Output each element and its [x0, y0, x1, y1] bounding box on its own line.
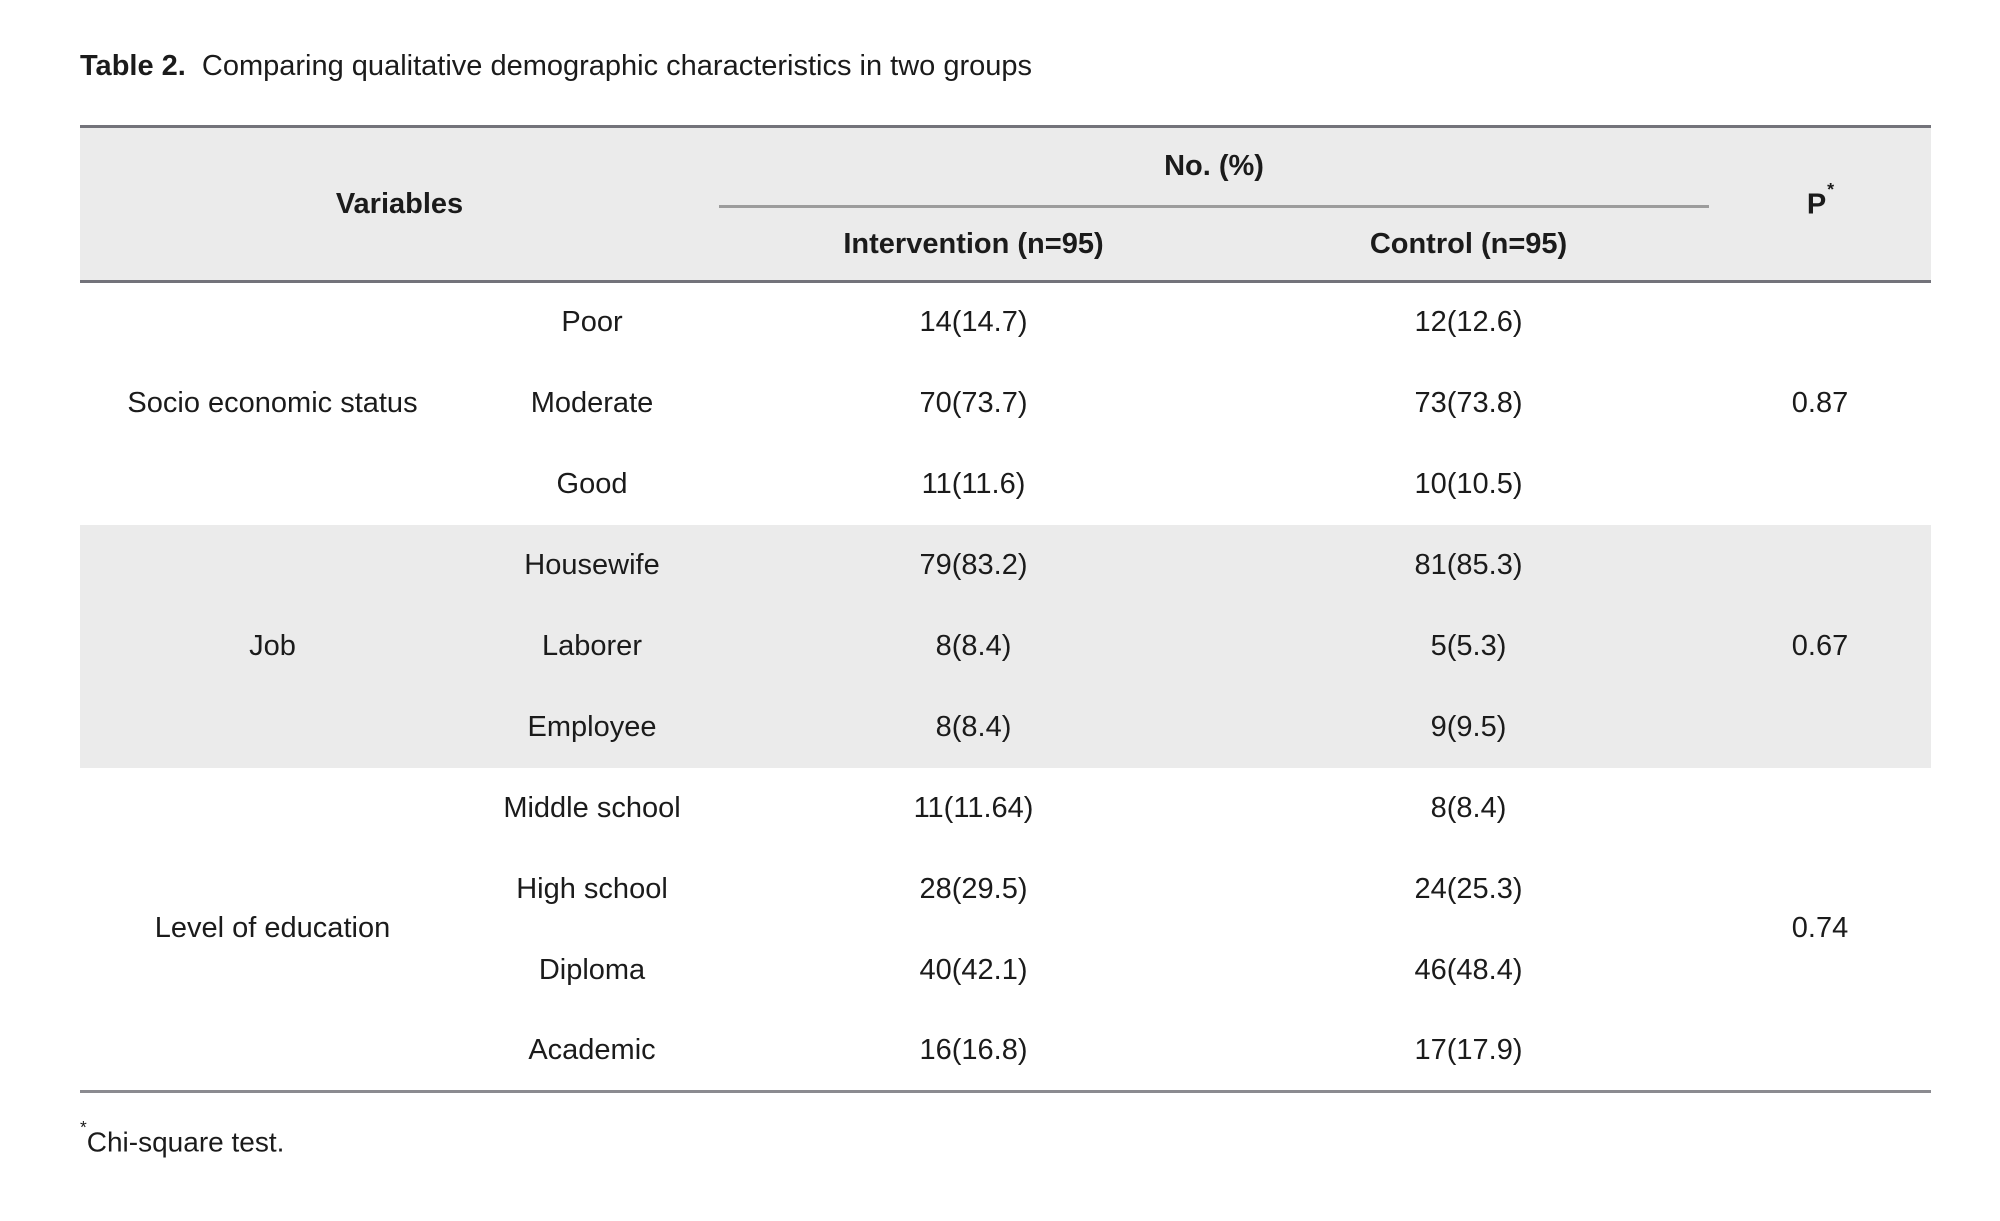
control-value-cell: 12(12.6) [1228, 281, 1709, 363]
page: Table 2. Comparing qualitative demograph… [80, 46, 2000, 1158]
category-cell: High school [465, 848, 719, 930]
intervention-value-cell: 16(16.8) [719, 1010, 1228, 1092]
p-value-cell: 0.87 [1709, 281, 1931, 525]
table-row: Job Housewife 79(83.2) 81(85.3) 0.67 [80, 524, 1931, 768]
control-value-cell: 81(85.3) [1228, 524, 1709, 606]
header-variables: Variables [80, 126, 719, 282]
control-value-cell: 10(10.5) [1228, 443, 1709, 525]
control-value-cell: 8(8.4) [1228, 767, 1709, 849]
control-value-cell: 5(5.3) [1228, 605, 1709, 687]
category-cell: Housewife [465, 524, 719, 606]
table-header: Variables No. (%) P* Intervention (n=95)… [80, 126, 1931, 282]
category-cell: Diploma [465, 929, 719, 1011]
group-label-cell: Level of education [80, 767, 465, 1092]
category-cell: Employee [465, 686, 719, 768]
table-row: Moderate 70(73.7) 73(73.8) [80, 362, 1931, 444]
control-value-cell: 73(73.8) [1228, 362, 1709, 444]
intervention-value-cell: 40(42.1) [719, 929, 1228, 1011]
group-label-cell: Job [80, 524, 465, 768]
table-caption-text: Comparing qualitative demographic charac… [201, 50, 1033, 82]
table-row: Level of education Middle school 11(11.64)… [80, 767, 1931, 1092]
table-row: Socio economic status Poor 14(14.7) 12(12.6… [80, 281, 1931, 525]
header-control: Control (n=95) [1228, 206, 1709, 282]
control-value-cell: 17(17.9) [1228, 1010, 1709, 1092]
control-value-cell: 9(9.5) [1228, 686, 1709, 768]
demographics-table: Variables No. (%) P* Intervention (n=95)… [80, 125, 1931, 1093]
table-row: Academic 16(16.8) 17(17.9) [80, 1010, 1931, 1092]
footnote-asterisk: * [80, 1117, 87, 1138]
header-intervention: Intervention (n=95) [719, 206, 1228, 282]
intervention-value-cell: 8(8.4) [719, 686, 1228, 768]
table-row: Laborer 8(8.4) 5(5.3) [80, 605, 1931, 687]
table-caption-label: Table 2. [80, 50, 186, 82]
table-caption: Table 2. Comparing qualitative demograph… [80, 46, 2000, 86]
control-value-cell: 24(25.3) [1228, 848, 1709, 930]
intervention-value-cell: 14(14.7) [719, 281, 1228, 363]
category-cell: Academic [465, 1010, 719, 1092]
intervention-value-cell: 11(11.6) [719, 443, 1228, 525]
category-cell: Moderate [465, 362, 719, 444]
header-row-sub: Intervention (n=95) Control (n=95) [80, 206, 1931, 282]
header-p-asterisk: * [1827, 178, 1835, 199]
header-p-label: P [1806, 188, 1827, 221]
header-no-pct-label: No. (%) [1164, 150, 1264, 182]
table-body: Socio economic status Poor 14(14.7) 12(12.6… [80, 281, 1931, 1092]
header-no-pct: No. (%) [719, 126, 1709, 208]
table-row: Employee 8(8.4) 9(9.5) [80, 686, 1931, 768]
category-cell: Good [465, 443, 719, 525]
footnote-text: Chi-square test. [86, 1126, 285, 1158]
category-cell: Poor [465, 281, 719, 363]
table-row: High school 28(29.5) 24(25.3) [80, 848, 1931, 930]
intervention-value-cell: 28(29.5) [719, 848, 1228, 930]
table-footnote: *Chi-square test. [80, 1117, 2000, 1158]
table-row: Diploma 40(42.1) 46(48.4) [80, 929, 1931, 1011]
intervention-value-cell: 11(11.64) [719, 767, 1228, 849]
category-cell: Laborer [465, 605, 719, 687]
header-p: P* [1709, 126, 1931, 282]
intervention-value-cell: 8(8.4) [719, 605, 1228, 687]
intervention-value-cell: 70(73.7) [719, 362, 1228, 444]
intervention-value-cell: 79(83.2) [719, 524, 1228, 606]
category-cell: Middle school [465, 767, 719, 849]
p-value-cell: 0.67 [1709, 524, 1931, 768]
header-row-top: Variables No. (%) P* [80, 126, 1931, 282]
table-row: Good 11(11.6) 10(10.5) [80, 443, 1931, 525]
group-label-cell: Socio economic status [80, 281, 465, 525]
p-value-cell: 0.74 [1709, 767, 1931, 1092]
control-value-cell: 46(48.4) [1228, 929, 1709, 1011]
